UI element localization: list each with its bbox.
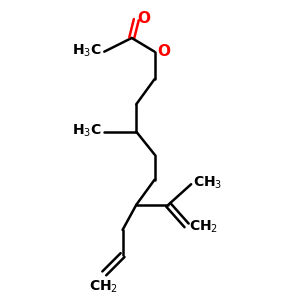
Text: H$_3$C: H$_3$C [72,42,101,59]
Text: H$_3$C: H$_3$C [72,122,101,139]
Text: O: O [137,11,150,26]
Text: CH$_2$: CH$_2$ [189,218,218,235]
Text: CH$_3$: CH$_3$ [194,175,223,191]
Text: CH$_2$: CH$_2$ [88,279,118,296]
Text: O: O [157,44,170,59]
